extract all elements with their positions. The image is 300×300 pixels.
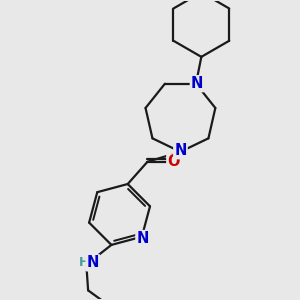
Text: N: N — [136, 231, 149, 246]
Text: N: N — [174, 143, 187, 158]
Text: O: O — [167, 154, 180, 169]
Text: N: N — [87, 255, 99, 270]
Text: H: H — [80, 256, 90, 269]
Text: N: N — [191, 76, 203, 91]
